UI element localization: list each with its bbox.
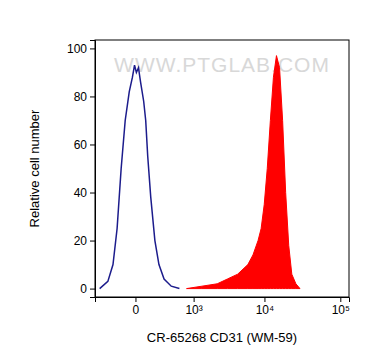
y-tick: 80 xyxy=(74,90,95,104)
y-tick-mark xyxy=(90,48,95,49)
x-tick-label: 0 xyxy=(133,303,140,317)
x-tick: 0 xyxy=(133,297,140,317)
y-axis-line xyxy=(90,41,96,298)
x-tick-mark xyxy=(340,297,341,302)
y-tick-label: 0 xyxy=(80,282,87,296)
y-tick-mark xyxy=(90,96,95,97)
y-tick: 20 xyxy=(74,234,95,248)
y-tick: 0 xyxy=(80,282,95,296)
plot-frame xyxy=(95,40,349,297)
y-tick-label: 20 xyxy=(74,234,88,248)
x-tick-label: 10³ xyxy=(185,303,202,317)
x-tick: 10⁴ xyxy=(256,297,275,317)
histogram-line xyxy=(100,65,180,288)
plot-area xyxy=(100,56,300,289)
y-axis: 0 20 40 60 80 100 xyxy=(67,41,96,298)
x-axis-title: CR-65268 CD31 (WM-59) xyxy=(147,330,297,345)
y-tick-mark xyxy=(90,193,95,194)
y-tick: 60 xyxy=(74,138,95,152)
y-tick-label: 100 xyxy=(67,42,87,56)
y-tick: 40 xyxy=(74,186,95,200)
x-tick: 10³ xyxy=(185,297,202,317)
chart: WWW.PTGLAB.COM 0 10³ 10⁴ 10⁵ 0 20 40 60 80 100 CR-6… xyxy=(0,0,372,364)
x-tick-mark xyxy=(135,297,136,302)
watermark: WWW.PTGLAB.COM xyxy=(114,53,330,76)
y-tick-mark xyxy=(90,289,95,290)
y-tick-mark xyxy=(90,241,95,242)
x-tick: 10⁵ xyxy=(332,297,350,317)
histogram-area xyxy=(187,56,300,289)
x-tick-label: 10⁵ xyxy=(332,303,350,317)
y-tick: 100 xyxy=(67,42,95,56)
y-tick-label: 60 xyxy=(74,138,88,152)
y-tick-label: 40 xyxy=(74,186,88,200)
x-tick-mark xyxy=(194,297,195,302)
x-tick-mark xyxy=(264,297,265,302)
y-tick-label: 80 xyxy=(74,90,88,104)
y-tick-mark xyxy=(90,144,95,145)
x-axis-line xyxy=(96,298,350,303)
y-axis-title: Relative cell number xyxy=(27,109,42,227)
x-axis: 0 10³ 10⁴ 10⁵ xyxy=(96,297,350,317)
x-tick-label: 10⁴ xyxy=(256,303,275,317)
